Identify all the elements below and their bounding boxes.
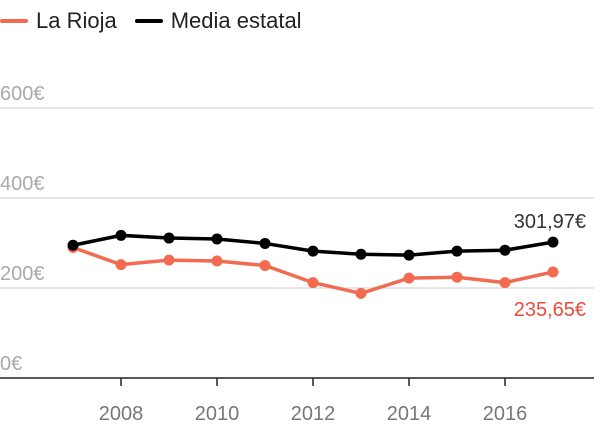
data-point-la-rioja-2013 [355, 287, 367, 299]
data-point-media-estatal-2013 [355, 248, 367, 260]
x-tick-label-2010: 2010 [195, 403, 240, 425]
data-point-la-rioja-2016 [499, 277, 511, 289]
data-point-media-estatal-2014 [403, 249, 415, 261]
data-point-media-estatal-2015 [451, 245, 463, 257]
legend-swatch-la-rioja [0, 19, 28, 23]
axis-layer: 0€ 200€ 400€ 600€ 2008 2010 2012 2014 2016 [0, 83, 594, 425]
data-point-media-estatal-2016 [499, 244, 511, 256]
data-point-la-rioja-2010 [211, 255, 223, 267]
y-tick-label-400: 400€ [0, 173, 45, 195]
end-label-media-estatal: 301,97€ [514, 211, 586, 233]
grid-layer [0, 107, 594, 289]
data-point-la-rioja-2012 [307, 277, 319, 289]
legend-item-la-rioja[interactable]: La Rioja [0, 8, 117, 34]
data-point-la-rioja-2015 [451, 271, 463, 283]
data-point-media-estatal-2017 [547, 236, 559, 248]
y-tick-label-200: 200€ [0, 263, 45, 285]
end-label-la-rioja: 235,65€ [514, 299, 586, 321]
legend-swatch-media-estatal [134, 19, 163, 23]
data-point-media-estatal-2011 [259, 237, 271, 249]
data-point-la-rioja-2009 [163, 254, 175, 266]
legend-label-media-estatal: Media estatal [170, 8, 302, 33]
data-point-la-rioja-2008 [115, 259, 127, 271]
data-point-media-estatal-2012 [307, 245, 319, 257]
data-point-la-rioja-2011 [259, 260, 271, 271]
data-point-la-rioja-2017 [547, 266, 559, 278]
x-tick-label-2008: 2008 [99, 403, 144, 425]
y-tick-label-0: 0€ [0, 353, 22, 375]
data-point-media-estatal-2008 [115, 229, 127, 241]
x-tick-label-2014: 2014 [387, 403, 432, 425]
data-point-media-estatal-2009 [163, 232, 175, 244]
data-point-media-estatal-2010 [211, 233, 223, 245]
series-layer [67, 229, 559, 299]
label-layer: 301,97€ 235,65€ [514, 211, 586, 321]
x-tick-label-2012: 2012 [291, 403, 336, 425]
legend-item-media-estatal[interactable]: Media estatal [134, 8, 302, 34]
legend-label-la-rioja: La Rioja [36, 8, 117, 33]
x-tick-label-2016: 2016 [483, 403, 528, 425]
data-point-la-rioja-2014 [403, 272, 415, 284]
legend: La Rioja Media estatal [0, 6, 320, 36]
y-tick-label-600: 600€ [0, 83, 45, 105]
data-point-media-estatal-2007 [67, 239, 79, 251]
